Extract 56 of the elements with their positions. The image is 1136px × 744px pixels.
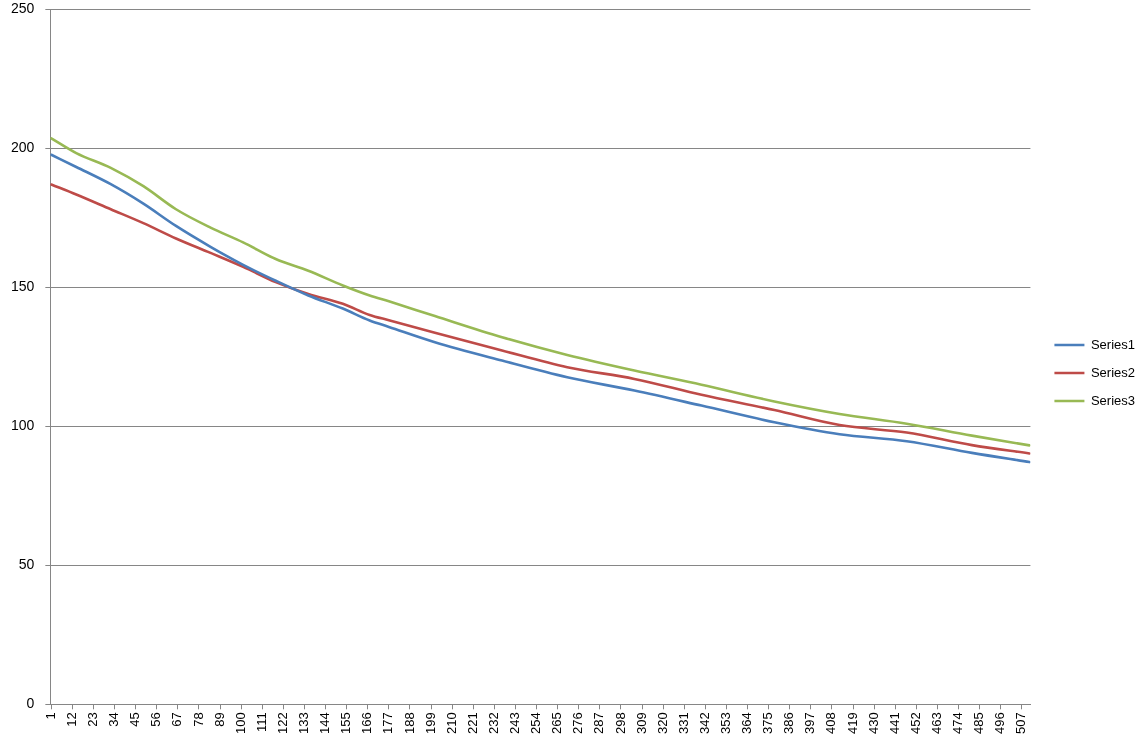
x-tick-label: 232 xyxy=(485,712,501,735)
x-tick-label: 441 xyxy=(886,712,902,735)
x-tick-label: 430 xyxy=(865,712,881,735)
x-tick-label: 155 xyxy=(338,712,354,735)
x-tick-label: 177 xyxy=(380,712,396,735)
legend-label: Series3 xyxy=(1090,392,1135,408)
y-tick-label: 250 xyxy=(11,0,35,16)
y-tick-label: 50 xyxy=(18,556,35,573)
x-tick-label: 309 xyxy=(633,712,649,735)
y-tick-label: 100 xyxy=(11,417,35,434)
x-tick-label: 100 xyxy=(232,712,248,735)
x-tick-label: 298 xyxy=(612,712,628,735)
x-tick-label: 419 xyxy=(844,712,860,735)
x-tick-label: 67 xyxy=(169,712,185,727)
x-tick-label: 89 xyxy=(211,712,227,727)
y-tick-label: 150 xyxy=(11,277,35,294)
x-tick-label: 78 xyxy=(190,712,206,727)
x-tick-label: 452 xyxy=(907,712,923,735)
x-tick-label: 199 xyxy=(422,712,438,735)
legend-label: Series1 xyxy=(1090,336,1135,352)
x-tick-label: 265 xyxy=(549,712,565,735)
x-tick-label: 474 xyxy=(950,712,966,735)
x-tick-label: 375 xyxy=(760,712,776,735)
x-tick-label: 210 xyxy=(443,712,459,735)
x-tick-label: 408 xyxy=(823,712,839,735)
x-tick-label: 133 xyxy=(296,712,312,735)
x-tick-label: 12 xyxy=(63,712,79,727)
x-tick-label: 342 xyxy=(696,712,712,735)
x-tick-label: 243 xyxy=(507,712,523,735)
x-tick-label: 166 xyxy=(359,712,375,735)
x-tick-label: 386 xyxy=(781,712,797,735)
y-tick-label: 0 xyxy=(26,695,35,712)
x-tick-label: 45 xyxy=(127,712,143,727)
legend-label: Series2 xyxy=(1090,364,1135,380)
x-tick-label: 397 xyxy=(802,712,818,735)
x-tick-label: 254 xyxy=(528,712,544,735)
x-tick-label: 320 xyxy=(654,712,670,735)
x-tick-label: 463 xyxy=(928,712,944,735)
y-tick-label: 200 xyxy=(11,138,35,155)
x-tick-label: 34 xyxy=(106,712,122,727)
x-tick-label: 144 xyxy=(317,712,333,735)
x-tick-label: 56 xyxy=(148,712,164,727)
x-tick-label: 23 xyxy=(85,712,101,727)
x-tick-label: 287 xyxy=(591,712,607,735)
x-tick-label: 276 xyxy=(570,712,586,735)
x-tick-label: 188 xyxy=(401,712,417,735)
x-tick-label: 485 xyxy=(971,712,987,735)
x-tick-label: 353 xyxy=(718,712,734,735)
x-tick-label: 331 xyxy=(675,712,691,735)
x-tick-label: 111 xyxy=(253,712,269,733)
x-tick-label: 364 xyxy=(739,712,755,735)
x-tick-label: 1 xyxy=(42,712,58,720)
x-tick-label: 496 xyxy=(992,712,1008,735)
x-tick-label: 507 xyxy=(1013,712,1029,735)
x-tick-label: 122 xyxy=(274,712,290,735)
x-tick-label: 221 xyxy=(464,712,480,735)
